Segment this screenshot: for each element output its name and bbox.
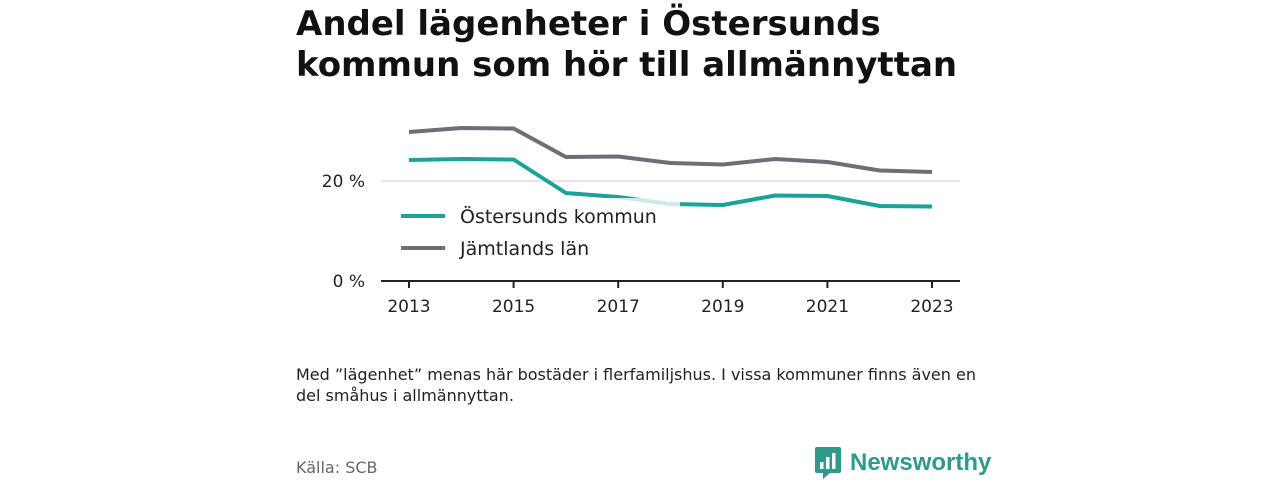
bar-chart-speech-bubble-icon	[815, 447, 841, 479]
chart-title: Andel lägenheter i Östersunds kommun som…	[296, 4, 958, 85]
y-tick-label: 20 %	[322, 172, 365, 192]
source-label: Källa: SCB	[296, 458, 378, 477]
x-tick-label: 2017	[597, 297, 640, 317]
x-tick-label: 2021	[806, 297, 849, 317]
legend-background	[396, 198, 680, 270]
legend-label: Östersunds kommun	[460, 205, 657, 228]
series-line-1	[408, 126, 933, 174]
x-tick-label: 2013	[387, 297, 430, 317]
x-tick-label: 2023	[910, 297, 953, 317]
line-chart: Östersunds kommun Jämtlands län 0 % 20 % 20…	[322, 126, 960, 317]
y-tick-label: 0 %	[333, 272, 365, 292]
x-tick-label: 2019	[701, 297, 744, 317]
series-lines	[408, 126, 933, 209]
legend-label: Jämtlands län	[459, 238, 589, 260]
axes: 0 % 20 % 2013 2015 2017 2019 2021 2023	[322, 172, 960, 317]
legend: Östersunds kommun Jämtlands län	[396, 198, 680, 270]
brand-name: Newsworthy	[850, 449, 992, 476]
x-tick-label: 2015	[492, 297, 535, 317]
newsworthy-logo[interactable]: Newsworthy	[814, 446, 991, 480]
footnote: Med ”lägenhet” menas här bostäder i fler…	[296, 365, 976, 405]
